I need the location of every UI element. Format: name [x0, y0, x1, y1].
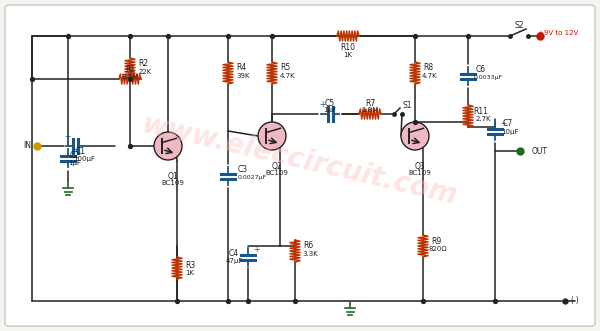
- Text: 3.3M: 3.3M: [121, 74, 139, 80]
- Text: S2: S2: [514, 21, 524, 29]
- Text: C5: C5: [325, 99, 335, 108]
- Text: IN: IN: [23, 141, 31, 151]
- Text: 3.3K: 3.3K: [302, 251, 318, 257]
- Text: www.eleccircuit.com: www.eleccircuit.com: [139, 111, 461, 211]
- Text: 1μF: 1μF: [323, 107, 337, 113]
- Text: BC109: BC109: [266, 170, 289, 176]
- Text: C4: C4: [229, 249, 239, 258]
- Text: +9V to 12V: +9V to 12V: [538, 30, 578, 36]
- Text: +: +: [253, 245, 259, 254]
- Text: S1: S1: [402, 102, 412, 111]
- Text: Q3: Q3: [415, 162, 425, 170]
- Text: Q1: Q1: [167, 171, 178, 180]
- FancyBboxPatch shape: [5, 5, 595, 326]
- Text: 0.0027μF: 0.0027μF: [238, 174, 266, 179]
- Text: BC109: BC109: [161, 180, 184, 186]
- Text: R9: R9: [431, 237, 441, 246]
- Text: R5: R5: [280, 64, 290, 72]
- Text: 22K: 22K: [139, 69, 152, 75]
- Text: 4.7K: 4.7K: [422, 73, 438, 79]
- Circle shape: [154, 132, 182, 160]
- Text: 39K: 39K: [236, 73, 250, 79]
- Text: 2.7K: 2.7K: [475, 116, 491, 122]
- Circle shape: [258, 122, 286, 150]
- Text: C7: C7: [503, 119, 513, 128]
- Text: R1: R1: [125, 66, 135, 74]
- Text: (-): (-): [571, 297, 580, 306]
- Text: R2: R2: [138, 60, 148, 69]
- Text: R4: R4: [236, 64, 246, 72]
- Text: +: +: [73, 146, 79, 155]
- Text: 1.8M: 1.8M: [361, 107, 379, 113]
- Text: R11: R11: [473, 107, 488, 116]
- Text: Q2: Q2: [272, 162, 283, 170]
- Text: 1K: 1K: [343, 52, 353, 58]
- Text: 1K: 1K: [185, 270, 194, 276]
- Text: C2: C2: [70, 152, 80, 161]
- Text: R6: R6: [303, 242, 313, 251]
- Text: +: +: [64, 132, 70, 141]
- Text: OUT: OUT: [532, 147, 548, 156]
- Text: R7: R7: [365, 99, 375, 108]
- Text: C1: C1: [76, 147, 86, 156]
- Text: 100μF: 100μF: [73, 156, 95, 162]
- Circle shape: [401, 122, 429, 150]
- Text: C6: C6: [476, 65, 486, 73]
- Text: R3: R3: [185, 260, 195, 269]
- Text: BC109: BC109: [409, 170, 431, 176]
- Text: 10μF: 10μF: [501, 129, 519, 135]
- Text: 4.7K: 4.7K: [279, 73, 295, 79]
- Text: 0.0033μF: 0.0033μF: [473, 74, 503, 79]
- Text: R8: R8: [423, 64, 433, 72]
- Text: 1μF: 1μF: [68, 160, 82, 166]
- Text: R10: R10: [341, 42, 355, 52]
- Text: 820Ω: 820Ω: [428, 246, 448, 252]
- Text: C3: C3: [238, 165, 248, 173]
- Text: +: +: [319, 100, 325, 109]
- Text: +: +: [500, 118, 506, 127]
- Text: 47μF: 47μF: [226, 258, 242, 264]
